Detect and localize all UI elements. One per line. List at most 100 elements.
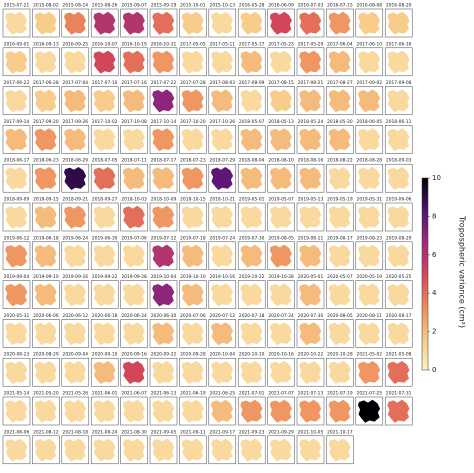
panel-title: 2017-08-03 bbox=[210, 80, 236, 86]
panel-title: 2017-07-22 bbox=[151, 80, 177, 86]
colorbar bbox=[421, 177, 429, 371]
variance-map bbox=[387, 283, 410, 307]
variance-map bbox=[328, 128, 351, 152]
variance-map bbox=[269, 11, 292, 35]
variance-map bbox=[122, 244, 145, 268]
panel-title: 2021-10-17 bbox=[327, 429, 353, 435]
panel-title: 2016-07-03 bbox=[298, 3, 324, 9]
variance-map bbox=[34, 322, 57, 346]
panel-title: 2020-05-25 bbox=[386, 274, 412, 280]
variance-map bbox=[122, 399, 145, 423]
panel-title: 2016-08-20 bbox=[386, 3, 412, 9]
variance-map bbox=[269, 322, 292, 346]
panel-title: 2016-05-28 bbox=[239, 3, 265, 9]
variance-map bbox=[358, 322, 381, 346]
panel-title: 2020-10-28 bbox=[327, 352, 353, 358]
variance-map bbox=[240, 50, 263, 74]
colorbar-label: Tropospheric variance (cm²) bbox=[458, 215, 467, 328]
variance-map bbox=[269, 283, 292, 307]
variance-map bbox=[269, 89, 292, 113]
panel-title: 2017-09-20 bbox=[33, 119, 59, 125]
panel-title: 2018-07-11 bbox=[121, 158, 147, 164]
panel-title: 2019-05-19 bbox=[327, 197, 353, 203]
variance-map bbox=[64, 50, 87, 74]
variance-map bbox=[240, 205, 263, 229]
variance-map bbox=[122, 89, 145, 113]
variance-map bbox=[269, 50, 292, 74]
variance-map bbox=[328, 283, 351, 307]
panel-title: 2020-09-10 bbox=[92, 352, 118, 358]
variance-map bbox=[5, 322, 28, 346]
variance-map bbox=[5, 438, 28, 462]
variance-map bbox=[328, 89, 351, 113]
variance-map bbox=[64, 438, 87, 462]
variance-map bbox=[181, 361, 204, 384]
panel-title: 2021-05-20 bbox=[33, 391, 59, 397]
panel-title: 2015-10-01 bbox=[180, 3, 206, 9]
panel-title: 2015-08-26 bbox=[92, 3, 118, 9]
panel-title: 2017-06-28 bbox=[33, 80, 59, 86]
panel-title: 2015-08-14 bbox=[63, 3, 89, 9]
panel-title: 2019-10-16 bbox=[210, 274, 236, 280]
panel-title: 2021-09-11 bbox=[180, 429, 206, 435]
panel-title: 2018-09-09 bbox=[4, 197, 30, 203]
colorbar-tick-label: 10 bbox=[432, 174, 441, 182]
variance-map bbox=[387, 50, 410, 74]
variance-map bbox=[269, 244, 292, 268]
panel-title: 2021-06-07 bbox=[121, 391, 147, 397]
variance-map bbox=[5, 89, 28, 113]
panel-title: 2016-10-19 bbox=[121, 41, 147, 47]
variance-map bbox=[122, 283, 145, 307]
panel-title: 2018-06-23 bbox=[33, 158, 59, 164]
variance-map bbox=[211, 128, 234, 152]
panel-title: 2017-05-05 bbox=[180, 41, 206, 47]
panel-title: 2020-10-16 bbox=[268, 352, 294, 358]
panel-title: 2018-05-07 bbox=[239, 119, 265, 125]
variance-map bbox=[5, 399, 28, 423]
variance-map bbox=[93, 128, 116, 152]
variance-map bbox=[299, 244, 322, 268]
panel-title: 2018-08-10 bbox=[268, 158, 294, 164]
variance-map bbox=[299, 128, 322, 152]
panel-title: 2018-06-17 bbox=[4, 158, 30, 164]
panel-title: 2018-10-21 bbox=[210, 197, 236, 203]
variance-map bbox=[358, 11, 381, 35]
panel-title: 2016-10-31 bbox=[151, 41, 177, 47]
variance-map bbox=[240, 89, 263, 113]
panel-title: 2018-07-05 bbox=[92, 158, 118, 164]
variance-map bbox=[269, 128, 292, 152]
panel-title: 2021-07-31 bbox=[386, 391, 412, 397]
panel-title: 2018-08-04 bbox=[239, 158, 265, 164]
panel-title: 2018-05-30 bbox=[327, 119, 353, 125]
panel-title: 2018-08-22 bbox=[327, 158, 353, 164]
variance-map bbox=[358, 361, 381, 384]
variance-map bbox=[240, 11, 263, 35]
variance-map bbox=[328, 50, 351, 74]
panel-title: 2020-09-28 bbox=[180, 352, 206, 358]
panel-title: 2016-07-15 bbox=[327, 3, 353, 9]
panel-title: 2017-08-15 bbox=[268, 80, 294, 86]
panel-title: 2021-09-29 bbox=[268, 429, 294, 435]
panel-title: 2020-06-30 bbox=[151, 313, 177, 319]
variance-map bbox=[240, 361, 263, 384]
variance-map bbox=[299, 50, 322, 74]
panel-title: 2019-06-18 bbox=[33, 235, 59, 241]
variance-map bbox=[299, 438, 322, 462]
panel-title: 2017-06-10 bbox=[357, 41, 383, 47]
panel-title: 2018-06-05 bbox=[357, 119, 383, 125]
panel-title: 2020-08-05 bbox=[327, 313, 353, 319]
panel-title: 2020-09-04 bbox=[63, 352, 89, 358]
variance-map bbox=[181, 167, 204, 190]
variance-map bbox=[64, 283, 87, 307]
variance-map bbox=[358, 50, 381, 74]
variance-map bbox=[387, 205, 410, 229]
variance-map bbox=[34, 283, 57, 307]
variance-map bbox=[358, 244, 381, 268]
panel-title: 2016-08-08 bbox=[357, 3, 383, 9]
panel-title: 2019-08-17 bbox=[327, 235, 353, 241]
variance-map bbox=[93, 438, 116, 462]
panel-title: 2020-08-17 bbox=[386, 313, 412, 319]
panel-title: 2017-05-11 bbox=[210, 41, 236, 47]
variance-map bbox=[299, 205, 322, 229]
